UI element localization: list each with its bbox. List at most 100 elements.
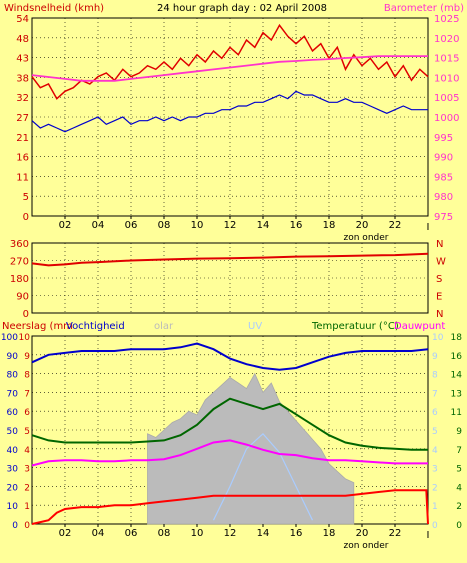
wind-y-tick-label: 27 [16,113,29,124]
wind-y-tick-label: 48 [16,34,29,45]
compass-label: S [436,274,442,285]
temperature-y-tick-label: 18 [451,333,463,343]
wind-y-tick-label: 0 [23,212,29,223]
uv-y-tick-label: 3 [432,465,438,475]
x-tick-label: 22 [389,220,402,231]
x-tick-label: 12 [224,528,237,539]
wind-speed-line [31,23,429,100]
temperature-y-tick-label: 5 [456,465,462,475]
x-tick-label: 12 [224,220,237,231]
x-tick-label: 02 [59,528,72,539]
end-mark-bottom: I [427,530,430,541]
compass-label: W [436,257,446,268]
uv-y-tick-label: 8 [432,371,438,381]
rain-y-tick-label: 1 [24,502,30,512]
uv-y-tick-label: 10 [432,333,444,343]
compass-label: N [436,239,443,250]
rain-y-tick-label: 9 [24,352,30,362]
humidity-y-tick-label: 10 [7,502,19,512]
rain-y-tick-label: 2 [24,483,30,493]
humidity-y-tick-label: 100 [1,333,18,343]
temperature-y-tick-label: 0 [456,521,462,531]
temperature-y-tick-label: 13 [451,389,462,399]
barometer-y-tick-label: 975 [434,212,453,223]
x-tick-label: 18 [323,528,336,539]
uv-y-tick-label: 0 [432,521,438,531]
humidity-line [31,342,429,371]
end-mark-top: I [427,222,430,233]
barometer-y-tick-label: 1025 [434,14,459,25]
x-tick-label: 16 [290,528,303,539]
temperature-y-tick-label: 14 [451,371,463,381]
wind-y-tick-label: 21 [16,133,29,144]
uv-y-tick-label: 5 [432,427,438,437]
x-tick-label: 10 [191,528,204,539]
humidity-y-tick-label: 60 [7,408,19,418]
wind-speed-label: Windsnelheid (kmh) [4,3,104,14]
barometer-y-tick-label: 1020 [434,34,459,45]
barometer-label: Barometer (mb) [384,3,464,14]
x-tick-label: 20 [356,220,369,231]
rain-humidity-temp-panel: 0102030405060708090100012345678910012345… [1,321,462,551]
x-tick-label: 22 [389,528,402,539]
x-tick-label: 04 [92,220,105,231]
wind-barometer-grid [32,18,428,216]
temperature-y-tick-label: 16 [451,352,463,362]
wind-direction-line [31,252,429,267]
uv-y-tick-label: 2 [432,483,438,493]
x-tick-label: 06 [125,220,138,231]
barometer-y-tick-label: 1010 [434,73,459,84]
x-tick-label: 14 [257,528,270,539]
temperature-label: Temperatuur (°C) [311,321,399,332]
temperature-y-tick-label: 2 [456,502,462,512]
uv-y-tick-label: 4 [432,446,438,456]
humidity-y-tick-label: 40 [7,446,19,456]
compass-label: E [436,292,442,303]
direction-y-tick-label: 180 [10,274,29,285]
wind-average-line [31,90,428,133]
barometer-y-tick-label: 1000 [434,113,459,124]
humidity-y-tick-label: 0 [12,521,18,531]
wind-y-tick-label: 11 [16,172,29,183]
rain-y-tick-label: 7 [24,389,30,399]
wind-y-tick-label: 43 [16,54,29,65]
x-tick-label: 18 [323,220,336,231]
humidity-y-tick-label: 80 [7,371,19,381]
uv-y-tick-label: 7 [432,389,438,399]
compass-label: N [436,309,443,320]
wind-y-tick-label: 54 [16,14,29,25]
solar-area [147,372,355,525]
wind-barometer-series [31,23,429,133]
wind-y-tick-label: 16 [16,153,29,164]
direction-y-tick-label: 90 [16,292,29,303]
wind-y-tick-label: 38 [16,73,29,84]
wind-direction-series [31,252,429,267]
dewpoint-line [31,439,428,467]
rain-humidity-temp-series [31,342,429,525]
x-tick-label: 16 [290,220,303,231]
rain-y-tick-label: 0 [24,521,30,531]
x-tick-label: 06 [125,528,138,539]
barometer-y-tick-label: 985 [434,172,453,183]
rain-label: Neerslag (mm [2,321,73,332]
barometer-y-tick-label: 1015 [434,54,459,65]
x-tick-label: 14 [257,220,270,231]
humidity-y-tick-label: 70 [7,389,19,399]
x-tick-label: 04 [92,528,105,539]
uv-y-tick-label: 1 [432,502,438,512]
wind-barometer-ticks: 0 5 11 16 21 27 32 38 43 48 54 975 980 985 990 995 1000 1… [16,14,459,231]
x-tick-label: 08 [158,220,171,231]
x-tick-label: 02 [59,220,72,231]
direction-y-tick-label: 0 [23,309,29,320]
rain-y-tick-label: 5 [24,427,30,437]
dewpoint-label: Dauwpunt [394,321,445,332]
x-tick-label: 10 [191,220,204,231]
rain-y-tick-label: 8 [24,371,30,381]
uv-y-tick-label: 6 [432,408,438,418]
solar-label: olar [154,321,174,332]
barometer-y-tick-label: 995 [434,133,453,144]
x-tick-label: 08 [158,528,171,539]
